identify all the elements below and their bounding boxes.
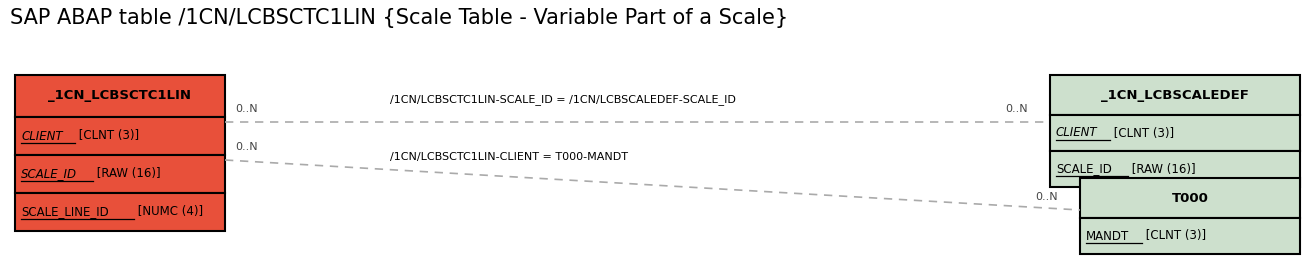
Bar <box>1050 151 1300 187</box>
Text: 0..N: 0..N <box>1004 104 1028 114</box>
Text: _1CN_LCBSCALEDEF: _1CN_LCBSCALEDEF <box>1102 89 1249 102</box>
Bar <box>14 75 225 117</box>
Text: SAP ABAP table /1CN/LCBSCTC1LIN {Scale Table - Variable Part of a Scale}: SAP ABAP table /1CN/LCBSCTC1LIN {Scale T… <box>11 8 788 28</box>
Text: 0..N: 0..N <box>235 104 257 114</box>
Text: MANDT: MANDT <box>1086 230 1129 243</box>
Bar <box>1050 115 1300 151</box>
Text: [RAW (16)]: [RAW (16)] <box>1128 163 1196 176</box>
Text: CLIENT: CLIENT <box>21 130 63 143</box>
Bar <box>14 193 225 231</box>
Text: [CLNT (3)]: [CLNT (3)] <box>75 130 139 143</box>
Text: SCALE_ID: SCALE_ID <box>1056 163 1112 176</box>
Text: 0..N: 0..N <box>1035 192 1058 202</box>
Text: [RAW (16)]: [RAW (16)] <box>93 167 161 180</box>
Text: [CLNT (3)]: [CLNT (3)] <box>1142 230 1205 243</box>
Text: /1CN/LCBSCTC1LIN-CLIENT = T000-MANDT: /1CN/LCBSCTC1LIN-CLIENT = T000-MANDT <box>390 152 628 162</box>
Bar <box>1081 218 1300 254</box>
Text: 0..N: 0..N <box>235 142 257 152</box>
Text: SCALE_ID: SCALE_ID <box>21 167 77 180</box>
Text: /1CN/LCBSCTC1LIN-SCALE_ID = /1CN/LCBSCALEDEF-SCALE_ID: /1CN/LCBSCTC1LIN-SCALE_ID = /1CN/LCBSCAL… <box>390 94 735 105</box>
Bar <box>14 117 225 155</box>
Bar <box>14 155 225 193</box>
Bar <box>1050 75 1300 115</box>
Text: CLIENT: CLIENT <box>1056 127 1098 140</box>
Text: [CLNT (3)]: [CLNT (3)] <box>1109 127 1174 140</box>
Bar <box>1081 178 1300 218</box>
Text: _1CN_LCBSCTC1LIN: _1CN_LCBSCTC1LIN <box>49 89 192 102</box>
Text: [NUMC (4)]: [NUMC (4)] <box>134 205 204 218</box>
Text: T000: T000 <box>1171 192 1208 205</box>
Text: SCALE_LINE_ID: SCALE_LINE_ID <box>21 205 109 218</box>
